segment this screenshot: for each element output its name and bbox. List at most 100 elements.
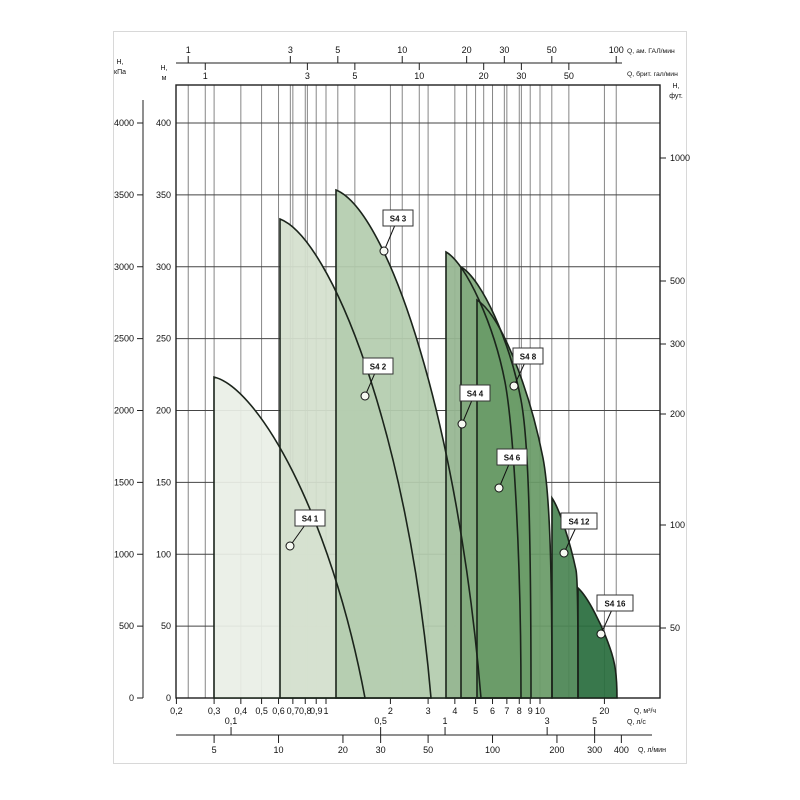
- tag-dot: [379, 246, 389, 256]
- axis-bottom-ls: 0,1 0,5 1 3 5 Q, л/с: [225, 716, 646, 735]
- tag-dot: [509, 381, 519, 391]
- tick-label: 4: [452, 706, 457, 716]
- tick-label: 50: [547, 45, 557, 55]
- tick-label: 4000: [114, 118, 134, 128]
- envelope-outline-S4-1: [213, 375, 366, 699]
- tick-label: кПа: [114, 69, 126, 76]
- tick-label: H,: [673, 83, 680, 90]
- tick-label: 250: [156, 334, 171, 344]
- tick-label: 50: [564, 71, 574, 81]
- envelope-outline-S4-16: [577, 586, 618, 699]
- envelope-fill-S4-12: [552, 498, 578, 698]
- tick-label: 3: [426, 706, 431, 716]
- tick-label: 300: [670, 339, 685, 349]
- tag-text: S4 4: [467, 390, 484, 399]
- tick-label: 1: [203, 71, 208, 81]
- tag-box: [496, 448, 528, 466]
- model-tags: S4 1 S4 2 S4 3 S4 4 S4 6 S4 8 S4 12 S4 16: [285, 209, 634, 639]
- tag-text: S4 16: [605, 600, 626, 609]
- tick-label: 400: [156, 118, 171, 128]
- tag-box: [596, 594, 634, 612]
- model-tag-S4-12: S4 12: [559, 512, 598, 558]
- tick-label: 300: [156, 262, 171, 272]
- model-tag-S4-16: S4 16: [596, 594, 634, 639]
- tick-label: 5: [473, 706, 478, 716]
- tick-label: 100: [156, 549, 171, 559]
- tick-label: 1500: [114, 477, 134, 487]
- tag-box: [382, 209, 414, 227]
- tick-label: Q, ам. ГАЛ/мин: [627, 48, 675, 55]
- tick-label: 1: [323, 706, 328, 716]
- tick-label: 2: [388, 706, 393, 716]
- tick-label: 150: [156, 477, 171, 487]
- tick-label: 0: [129, 693, 134, 703]
- tick-label: 5: [212, 745, 217, 755]
- tick-label: 2000: [114, 406, 134, 416]
- tick-label: 1000: [670, 153, 690, 163]
- tick-label: 1000: [114, 549, 134, 559]
- tag-box: [512, 347, 544, 365]
- tick-label: 20: [479, 71, 489, 81]
- tick-label: 0,8: [299, 706, 312, 716]
- tick-label: 3000: [114, 262, 134, 272]
- tag-text: S4 12: [569, 518, 590, 527]
- envelope-outline-S4-4: [445, 250, 522, 699]
- tick-label: 0,9: [310, 706, 323, 716]
- tick-label: м: [162, 75, 167, 82]
- tick-label: Q, л/мин: [638, 747, 666, 754]
- tick-label: 8: [517, 706, 522, 716]
- model-tag-S4-3: S4 3: [379, 209, 414, 256]
- tick-label: 400: [614, 745, 629, 755]
- tick-label: 0,5: [255, 706, 268, 716]
- tick-label: Q, м³/ч: [634, 708, 656, 715]
- tick-label: Q, брит. гал/мин: [627, 70, 678, 78]
- tick-label: фут.: [669, 93, 683, 100]
- axis-left-kpa: 0 500 1000 1500 2000 2500 3000 3500 4000 H, кПа: [114, 59, 143, 703]
- tag-text: S4 2: [370, 363, 387, 372]
- tick-label: 5: [352, 71, 357, 81]
- envelope-fill-S4-8: [477, 300, 552, 698]
- tick-label: 0,5: [374, 716, 387, 726]
- tag-dot: [285, 541, 295, 551]
- tick-label: 3500: [114, 190, 134, 200]
- tick-label: 10: [397, 45, 407, 55]
- tick-label: 300: [587, 745, 602, 755]
- tag-text: S4 3: [390, 215, 407, 224]
- tick-label: 10: [274, 745, 284, 755]
- tick-label: 20: [599, 706, 609, 716]
- pump-envelopes: [213, 188, 618, 699]
- tick-label: 100: [485, 745, 500, 755]
- tick-label: 500: [670, 276, 685, 286]
- axis-top-us-gpm: 1 3 5 10 20 30 50 100 Q, ам. ГАЛ/мин: [186, 45, 675, 63]
- axis-right-ft: 1000 500 300 200 100 50 H, фут.: [660, 83, 690, 633]
- envelope-fill-S4-16: [578, 588, 617, 698]
- tick-label: 0,7: [287, 706, 300, 716]
- tag-text: S4 6: [504, 454, 521, 463]
- axis-top-imp-gpm: 1 3 5 10 20 30 50 Q, брит. гал/мин: [203, 63, 678, 81]
- tick-label: 500: [119, 621, 134, 631]
- tick-label: 10: [414, 71, 424, 81]
- axis-bottom-lmin: 5 10 20 30 50 100 200 300 400 Q, л/мин: [212, 735, 666, 755]
- tick-label: 100: [609, 45, 624, 55]
- tick-label: H,: [161, 65, 168, 72]
- model-tag-S4-6: S4 6: [494, 448, 528, 493]
- tick-label: 0: [166, 693, 171, 703]
- tick-label: 200: [549, 745, 564, 755]
- tag-dot: [559, 548, 569, 558]
- tick-label: 200: [156, 406, 171, 416]
- tag-box: [294, 509, 326, 527]
- axis-bottom-m3h: 0,2 0,3 0,4 0,5 0,6 0,7 0,80,9 1 2 3 4 5 6 7 8 9 10 20 Q, …: [170, 698, 656, 716]
- tag-dot: [494, 483, 504, 493]
- tick-label: 6: [490, 706, 495, 716]
- tick-label: 50: [161, 621, 171, 631]
- tick-label: 0,1: [225, 716, 238, 726]
- tick-label: Q, л/с: [627, 719, 646, 726]
- tick-label: 30: [499, 45, 509, 55]
- tick-label: 1: [186, 45, 191, 55]
- tick-label: 0,2: [170, 706, 183, 716]
- tick-label: 20: [462, 45, 472, 55]
- tick-label: 9: [528, 706, 533, 716]
- tag-dot: [457, 419, 467, 429]
